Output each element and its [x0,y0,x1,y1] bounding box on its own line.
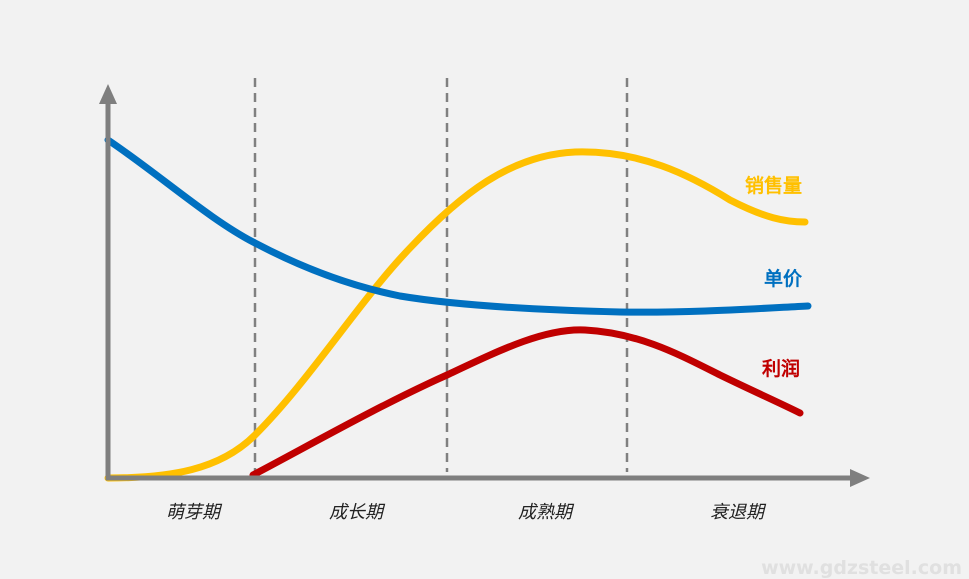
watermark: www.gdzsteel.com [761,557,962,579]
stage-introduction: 萌芽期 [166,502,223,523]
sales-curve [104,148,809,482]
label-price: 单价 [764,267,803,290]
stage-decline: 衰退期 [710,502,767,523]
label-profit: 利润 [762,357,800,380]
y-axis-arrow [99,84,117,104]
profit-curve [249,326,804,479]
label-sales: 销售量 [745,174,802,197]
x-axis-arrow [850,469,870,487]
stage-maturity: 成熟期 [518,502,575,523]
price-curve [104,136,812,316]
stage-growth: 成长期 [329,502,386,523]
